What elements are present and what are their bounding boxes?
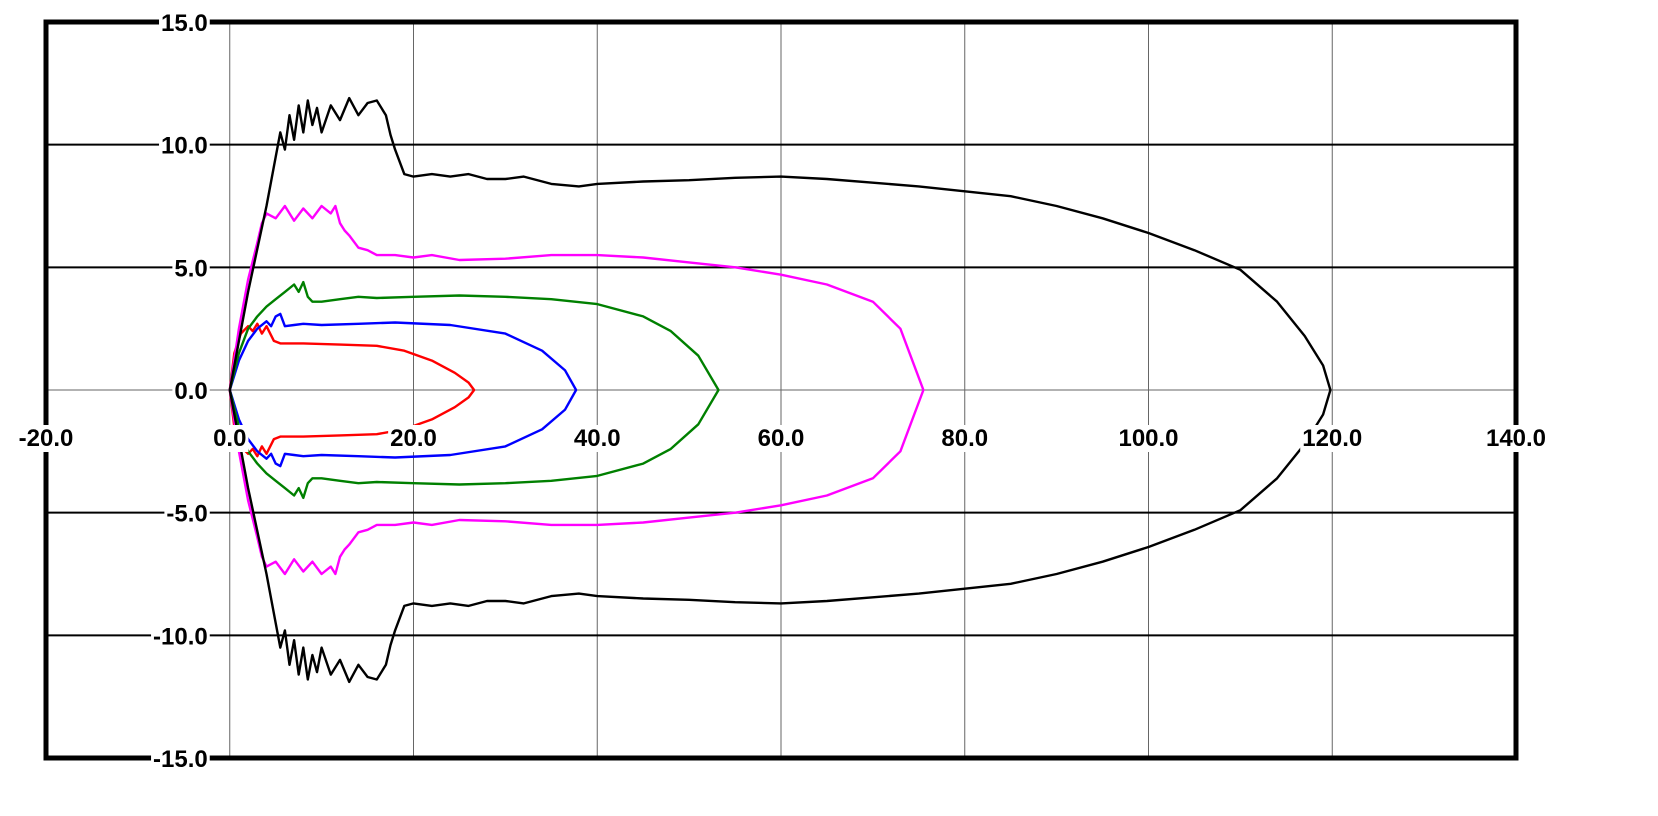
- y-tick-label-bg: [151, 746, 210, 773]
- series-line-4: [228, 204, 925, 576]
- x-tick-label-bg: [388, 425, 439, 452]
- x-tick-label-bg: [1483, 425, 1549, 452]
- x-tick-label: 120.0: [1302, 425, 1362, 452]
- series-line-3: [228, 280, 720, 500]
- x-tick-label-bg: [16, 425, 76, 452]
- y-tick-label: 5.0: [174, 255, 207, 282]
- y-tick-label-bg: [164, 500, 210, 528]
- y-tick-label: 15.0: [161, 10, 208, 37]
- y-tick-label-bg: [159, 132, 210, 160]
- x-tick-label: 100.0: [1118, 425, 1178, 452]
- x-tick-label: 0.0: [213, 425, 246, 452]
- series-line-1: [228, 322, 476, 458]
- y-tick-label: 10.0: [161, 133, 208, 160]
- x-tick-label: 80.0: [941, 425, 988, 452]
- y-tick-label: -10.0: [153, 623, 208, 650]
- x-tick-label-bg: [571, 425, 623, 452]
- y-tick-label-bg: [159, 10, 210, 37]
- y-tick-label-bg: [151, 623, 210, 651]
- x-tick-label-bg: [939, 425, 991, 452]
- series-layer: [228, 96, 1332, 684]
- x-tick-label: 20.0: [390, 425, 437, 452]
- x-tick-label: 40.0: [574, 425, 621, 452]
- y-tick-label-bg: [172, 378, 210, 405]
- x-tick-label-bg: [755, 425, 807, 452]
- x-tick-label-bg: [211, 425, 249, 452]
- y-tick-label: 0.0: [174, 378, 207, 405]
- x-tick-label: -20.0: [19, 425, 74, 452]
- y-tick-label: -15.0: [153, 746, 208, 773]
- series-line-5: [228, 96, 1332, 684]
- tick-labels: -20.0 0.0 20.0 40.0 60.0 80.0 100.0 120.0 140.0 -…: [16, 10, 1549, 773]
- x-tick-label-bg: [1300, 425, 1365, 452]
- x-tick-label: 60.0: [758, 425, 805, 452]
- x-tick-label: 140.0: [1486, 425, 1546, 452]
- y-tick-label: -5.0: [166, 501, 207, 528]
- series-line-2: [228, 312, 578, 468]
- x-tick-label-bg: [1116, 425, 1181, 452]
- y-tick-label-bg: [172, 255, 210, 283]
- plot-frame: [43, 19, 1519, 761]
- grid: [46, 22, 1516, 758]
